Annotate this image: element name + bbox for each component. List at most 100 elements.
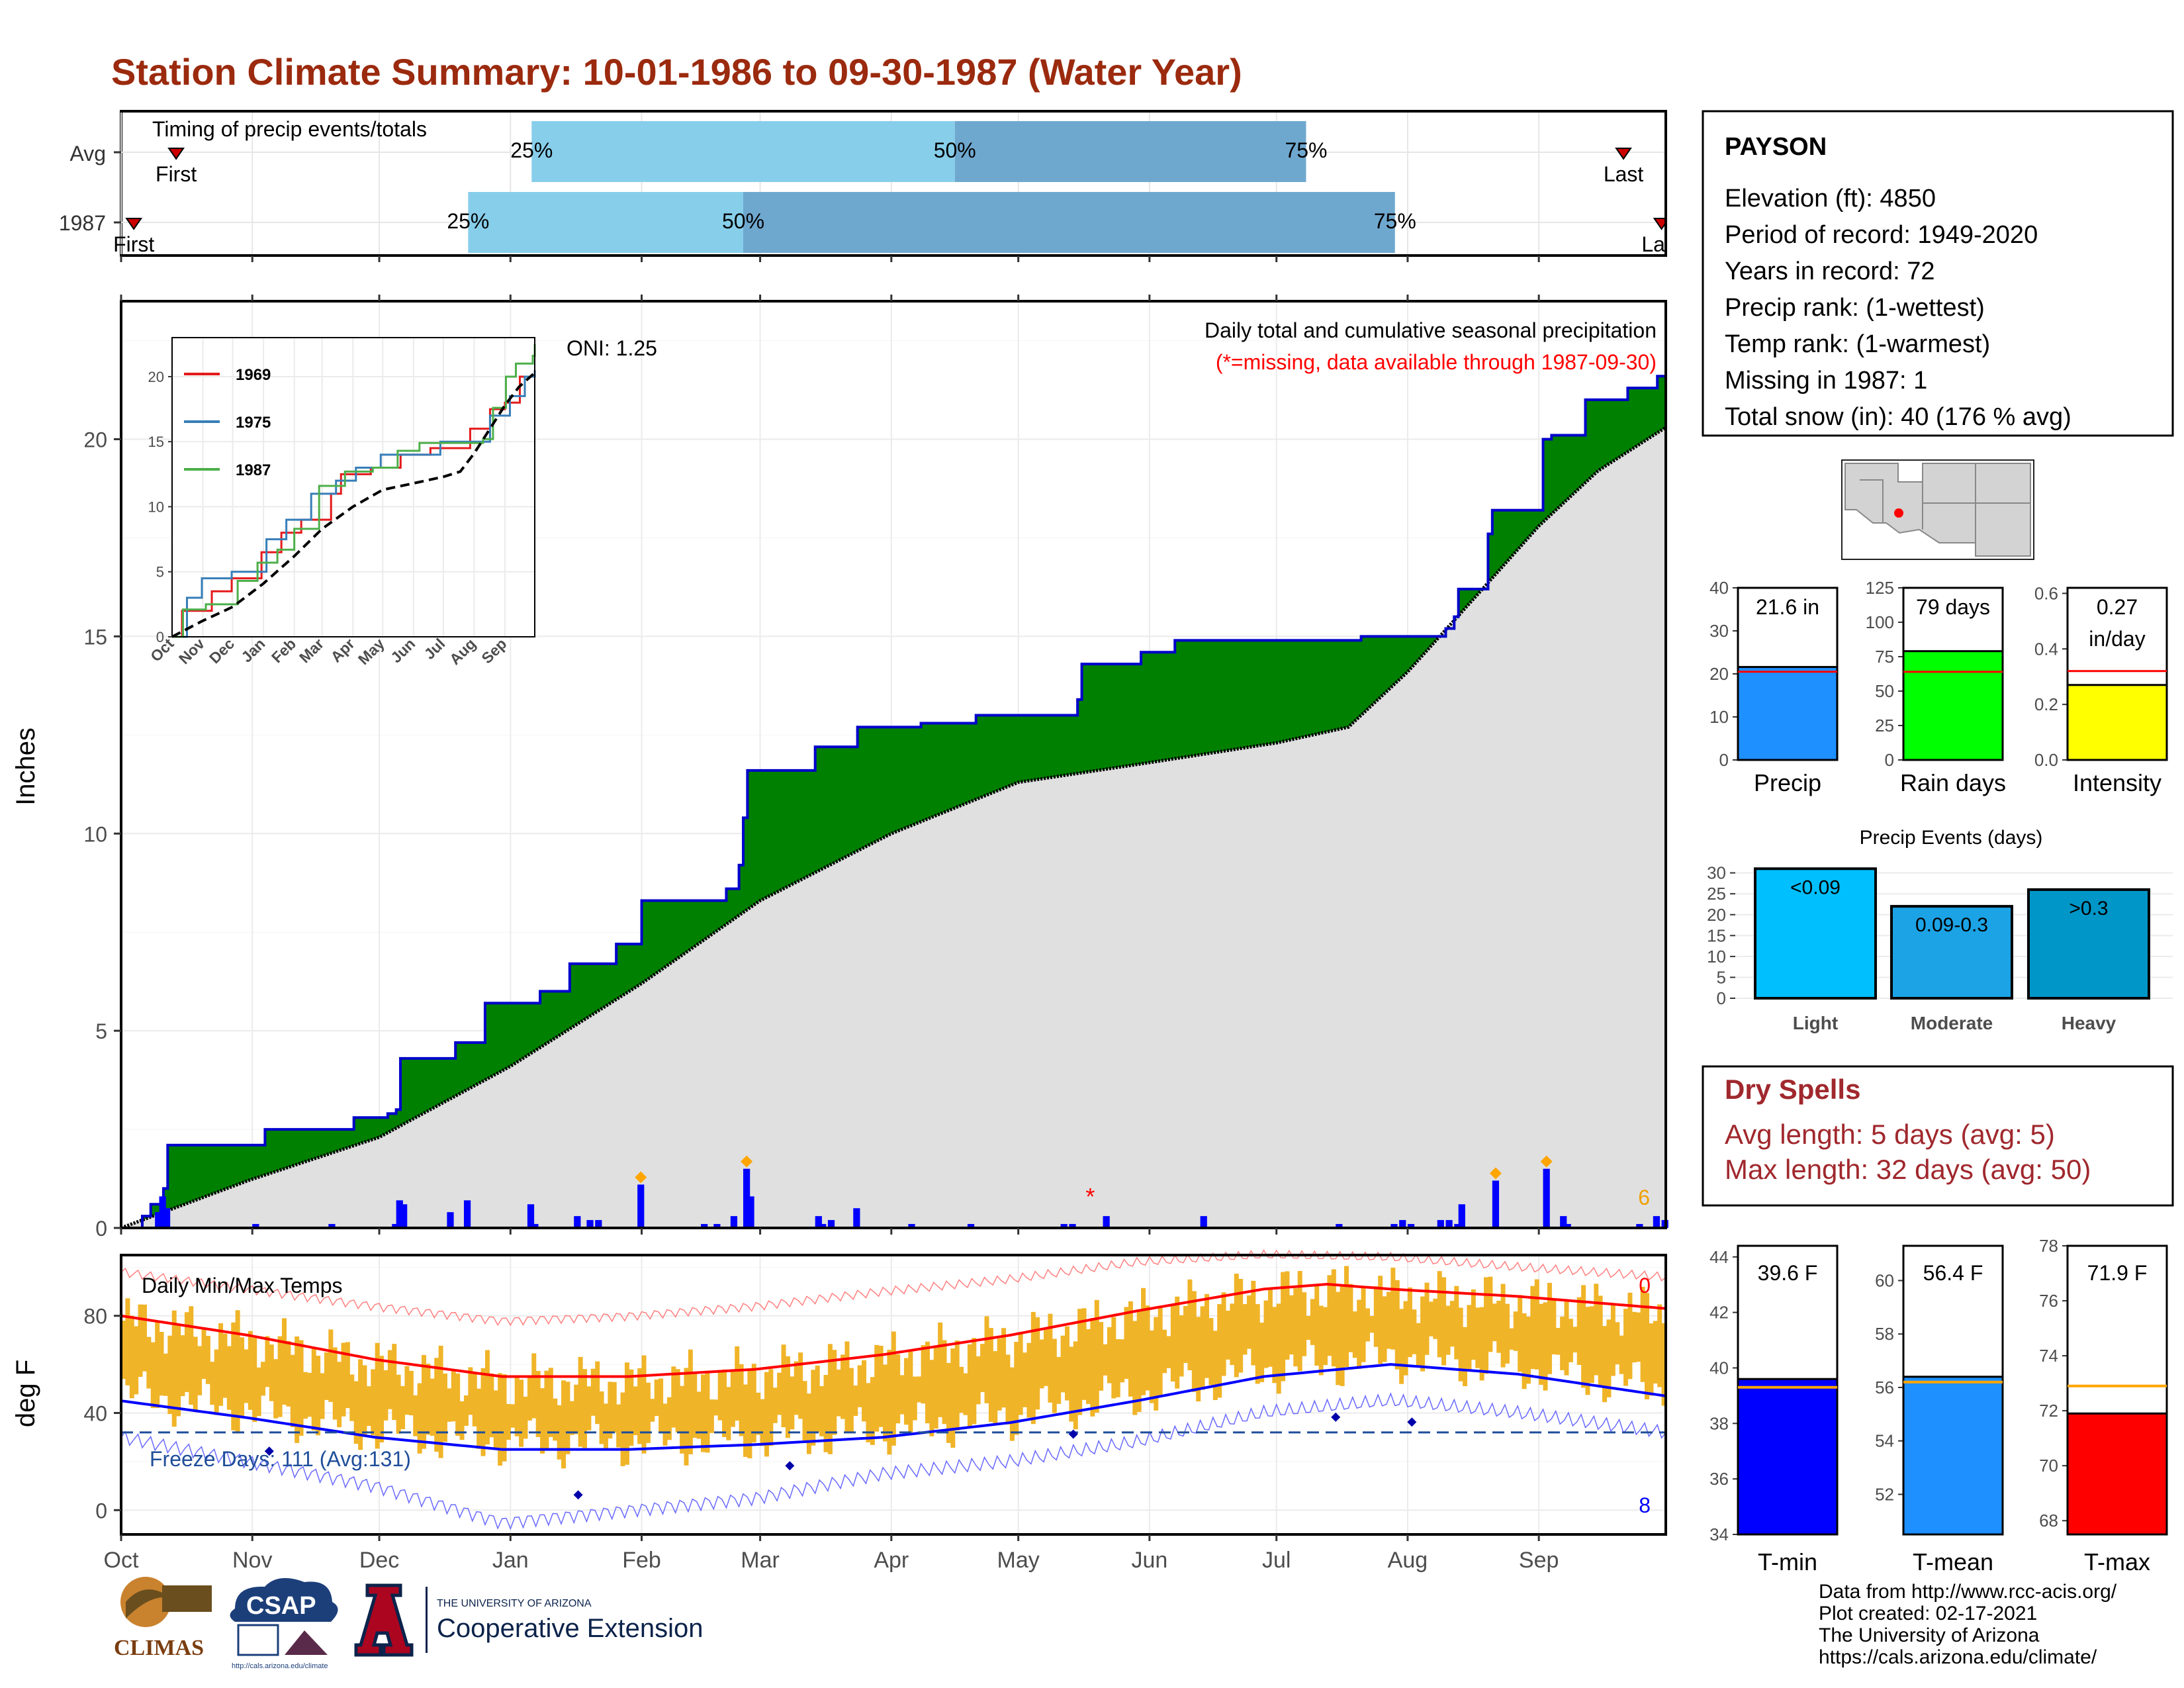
daily-temp-bar bbox=[1602, 1326, 1608, 1403]
daily-temp-bar bbox=[903, 1358, 909, 1425]
daily-temp-bar bbox=[887, 1350, 892, 1455]
daily-temp-bar bbox=[747, 1368, 752, 1458]
daily-temp-bar bbox=[1547, 1282, 1552, 1374]
daily-precip-bar bbox=[252, 1224, 259, 1228]
timing-label-75: 75% bbox=[1374, 209, 1416, 233]
daily-temp-bar bbox=[848, 1368, 854, 1432]
events-y-tick-label: 5 bbox=[1717, 967, 1726, 987]
daily-temp-bar bbox=[337, 1362, 342, 1428]
summary-bar-fill bbox=[2066, 684, 2168, 761]
precip-y-label: Inches bbox=[11, 727, 40, 806]
daily-temp-bar bbox=[1230, 1303, 1235, 1366]
daily-temp-bar bbox=[430, 1378, 435, 1436]
daily-temp-bar bbox=[1111, 1317, 1116, 1399]
daily-precip-bar bbox=[743, 1168, 751, 1228]
temp-top-count: 0 bbox=[1639, 1274, 1651, 1297]
daily-temp-bar bbox=[790, 1376, 795, 1430]
events-y-tick-label: 25 bbox=[1707, 884, 1726, 904]
daily-temp-bar bbox=[1090, 1317, 1095, 1417]
daily-temp-bar bbox=[1340, 1286, 1345, 1386]
inset-y-tick-label: 5 bbox=[156, 564, 164, 581]
daily-temp-bar bbox=[1318, 1305, 1324, 1376]
daily-temp-bar bbox=[1352, 1311, 1357, 1358]
temp-summary-y-tick-label: 52 bbox=[1875, 1484, 1894, 1504]
daily-temp-bar bbox=[1060, 1335, 1066, 1393]
daily-temp-bar bbox=[447, 1388, 452, 1422]
daily-precip-bar bbox=[1060, 1224, 1068, 1228]
timing-label-75: 75% bbox=[1285, 138, 1327, 162]
daily-temp-bar bbox=[857, 1365, 862, 1407]
daily-temp-bar bbox=[328, 1329, 334, 1402]
daily-temp-bar bbox=[1484, 1277, 1489, 1374]
daily-temp-bar bbox=[320, 1373, 325, 1419]
daily-temp-bar bbox=[341, 1342, 346, 1417]
summary-bar-label: Intensity bbox=[2073, 769, 2161, 796]
daily-temp-bar bbox=[1221, 1292, 1226, 1376]
daily-temp-bar bbox=[984, 1316, 989, 1403]
svg-text:http://cals.arizona.edu/climat: http://cals.arizona.edu/climate bbox=[232, 1662, 328, 1670]
timing-bar-25-50 bbox=[468, 192, 743, 253]
daily-temp-bar bbox=[1327, 1275, 1332, 1356]
daily-temp-bar bbox=[908, 1352, 913, 1432]
daily-temp-bar bbox=[1035, 1317, 1040, 1410]
daily-temp-bar bbox=[841, 1354, 846, 1419]
temp-summary-y-tick-label: 56 bbox=[1875, 1378, 1894, 1397]
daily-temp-bar bbox=[1564, 1300, 1569, 1376]
events-title: Precip Events (days) bbox=[1860, 827, 2043, 849]
daily-temp-bar bbox=[1386, 1291, 1391, 1349]
daily-temp-bar bbox=[997, 1338, 1002, 1411]
daily-precip-bar bbox=[819, 1224, 827, 1228]
daily-temp-bar bbox=[1458, 1307, 1463, 1382]
daily-temp-bar bbox=[582, 1369, 587, 1448]
daily-temp-bar bbox=[269, 1344, 274, 1401]
daily-temp-bar bbox=[1251, 1280, 1256, 1366]
events-y-tick-label: 15 bbox=[1707, 925, 1726, 945]
daily-temp-bar bbox=[1030, 1311, 1036, 1425]
daily-temp-bar bbox=[633, 1386, 638, 1436]
daily-temp-bar bbox=[167, 1335, 173, 1415]
record-low-marker bbox=[1407, 1417, 1417, 1427]
daily-temp-bar bbox=[256, 1367, 261, 1417]
page-title: Station Climate Summary: 10-01-1986 to 0… bbox=[111, 51, 1242, 93]
daily-temp-bar bbox=[125, 1298, 130, 1385]
daily-precip-bar bbox=[1445, 1220, 1453, 1228]
daily-temp-bar bbox=[146, 1336, 152, 1389]
daily-temp-bar bbox=[459, 1401, 465, 1440]
timing-bar-50-75 bbox=[954, 121, 1306, 182]
daily-temp-bar bbox=[193, 1336, 198, 1410]
summary-bar-value: 21.6 in bbox=[1756, 595, 1819, 619]
daily-temp-bar bbox=[680, 1385, 685, 1454]
events-bar-moderate bbox=[1890, 905, 2013, 1000]
daily-temp-bar bbox=[933, 1345, 938, 1429]
precip-missing-note: (*=missing, data available through 1987-… bbox=[1216, 350, 1657, 374]
daily-temp-bar bbox=[650, 1399, 655, 1422]
daily-temp-bar bbox=[1166, 1336, 1171, 1368]
events-bar-label: Moderate bbox=[1911, 1013, 1993, 1033]
daily-temp-bar bbox=[1136, 1310, 1142, 1412]
daily-temp-bar bbox=[1310, 1299, 1315, 1345]
daily-temp-bar bbox=[1306, 1315, 1311, 1340]
daily-temp-bar bbox=[451, 1370, 456, 1422]
daily-precip-bar bbox=[1103, 1216, 1110, 1228]
daily-precip-bar bbox=[527, 1204, 535, 1228]
daily-temp-bar bbox=[261, 1362, 266, 1396]
daily-temp-bar bbox=[1285, 1271, 1290, 1360]
daily-precip-bar bbox=[730, 1216, 738, 1228]
summary-y-tick-label: 40 bbox=[1709, 578, 1729, 598]
daily-temp-bar bbox=[387, 1350, 392, 1409]
daily-temp-bar bbox=[578, 1356, 583, 1447]
temp-x-tick-label: Mar bbox=[741, 1548, 780, 1573]
daily-temp-bar bbox=[1445, 1305, 1451, 1355]
daily-temp-bar bbox=[844, 1341, 850, 1433]
daily-temp-bar bbox=[1009, 1367, 1015, 1441]
temp-y-tick-label: 40 bbox=[83, 1402, 107, 1426]
daily-temp-bar bbox=[1500, 1284, 1506, 1368]
daily-temp-bar bbox=[1170, 1305, 1175, 1382]
daily-temp-bar bbox=[1657, 1304, 1662, 1387]
daily-temp-bar bbox=[1124, 1307, 1129, 1380]
daily-temp-bar bbox=[976, 1356, 981, 1405]
climas-logo: CLIMAS bbox=[114, 1577, 212, 1660]
daily-temp-bar bbox=[569, 1401, 574, 1435]
daily-temp-bar bbox=[1128, 1301, 1133, 1397]
daily-temp-bar bbox=[1525, 1316, 1531, 1384]
